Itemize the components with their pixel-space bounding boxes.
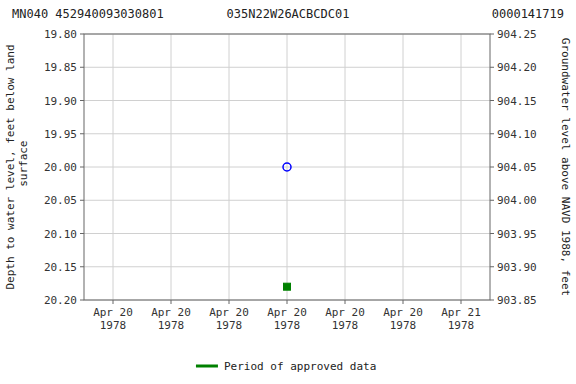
tick-label: 904.25 bbox=[497, 28, 537, 41]
data-point bbox=[284, 283, 291, 290]
text-line: surface bbox=[17, 141, 30, 194]
axis-label: Groundwater level above NAVD 1988, feet bbox=[559, 38, 572, 296]
tick bbox=[80, 100, 84, 101]
legend-label: Period of approved data bbox=[224, 360, 376, 373]
tick bbox=[80, 133, 84, 134]
data-point bbox=[283, 163, 291, 171]
legend: Period of approved data bbox=[196, 360, 376, 373]
tick-label: 20.10 bbox=[44, 228, 77, 241]
tick-label: Apr 201978 bbox=[267, 306, 307, 332]
grid bbox=[84, 34, 490, 300]
tick-label: 19.85 bbox=[44, 61, 77, 74]
text-line: 1978 bbox=[158, 319, 185, 332]
y-axis: 19.80 19.85 19.90 19.95 20.00 20.05 20.10 20.15… bbox=[44, 28, 84, 307]
series bbox=[284, 283, 291, 290]
x-axis: Apr 201978Apr 201978Apr 201978Apr 201978… bbox=[93, 300, 481, 332]
tick-label: 904.05 bbox=[497, 161, 537, 174]
plot-frame bbox=[84, 34, 490, 300]
tick bbox=[490, 233, 494, 234]
tick bbox=[490, 266, 494, 267]
tick-label: Apr 201978 bbox=[151, 306, 191, 332]
text-line: Apr 20 bbox=[325, 306, 365, 319]
tick-label: 19.80 bbox=[44, 28, 77, 41]
tick bbox=[229, 300, 230, 304]
plot-area bbox=[84, 34, 490, 300]
annotation: MN040 452940093030801 bbox=[12, 7, 164, 21]
tick bbox=[80, 34, 84, 35]
tick-label: 904.20 bbox=[497, 61, 537, 74]
tick bbox=[490, 100, 494, 101]
tick bbox=[80, 300, 84, 301]
text-line: 1978 bbox=[216, 319, 243, 332]
y2-axis: 904.25 904.20 904.15 904.10 904.05 904.00 903.… bbox=[490, 28, 537, 307]
tick bbox=[490, 300, 494, 301]
text-line: Apr 20 bbox=[267, 306, 307, 319]
text-line: 1978 bbox=[100, 319, 127, 332]
tick bbox=[80, 233, 84, 234]
tick bbox=[490, 167, 494, 168]
text-line: 1978 bbox=[274, 319, 301, 332]
tick-label: Apr 211978 bbox=[441, 306, 481, 332]
tick-label: 903.90 bbox=[497, 261, 537, 274]
text-line: 1978 bbox=[448, 319, 475, 332]
tick bbox=[80, 200, 84, 201]
text-line: Apr 20 bbox=[383, 306, 423, 319]
tick-label: 903.85 bbox=[497, 294, 537, 307]
tick-label: Apr 201978 bbox=[209, 306, 249, 332]
tick-label: 903.95 bbox=[497, 228, 537, 241]
text-line: 1978 bbox=[332, 319, 359, 332]
text-line: Apr 20 bbox=[93, 306, 133, 319]
tick bbox=[80, 67, 84, 68]
text-line: Depth to water level, feet below land bbox=[4, 44, 17, 289]
text-line: Apr 21 bbox=[441, 306, 481, 319]
text-line: 1978 bbox=[390, 319, 417, 332]
tick-label: 904.15 bbox=[497, 95, 537, 108]
tick bbox=[345, 300, 346, 304]
tick bbox=[80, 266, 84, 267]
tick-label: Apr 201978 bbox=[325, 306, 365, 332]
tick-label: 20.15 bbox=[44, 261, 77, 274]
tick-label: Apr 201978 bbox=[383, 306, 423, 332]
text-line: Apr 20 bbox=[151, 306, 191, 319]
marks bbox=[283, 163, 291, 290]
axis-label: Depth to water level, feet below land su… bbox=[4, 44, 30, 289]
tick bbox=[490, 34, 494, 35]
series bbox=[283, 163, 291, 171]
text-line: Apr 20 bbox=[209, 306, 249, 319]
chart: 035N22W26ACBCDC01 MN040 452940093030801 00… bbox=[0, 0, 576, 384]
tick-label: 19.90 bbox=[44, 95, 77, 108]
tick bbox=[490, 200, 494, 201]
tick-label: Apr 201978 bbox=[93, 306, 133, 332]
tick bbox=[80, 167, 84, 168]
grid-line bbox=[403, 34, 404, 300]
tick bbox=[461, 300, 462, 304]
tick-label: 904.10 bbox=[497, 128, 537, 141]
annotation: 0000141719 bbox=[492, 7, 564, 21]
grid-line bbox=[113, 34, 114, 300]
title: 035N22W26ACBCDC01 bbox=[227, 7, 350, 21]
grid-line bbox=[287, 34, 288, 300]
tick-label: 19.95 bbox=[44, 128, 77, 141]
tick-label: 20.05 bbox=[44, 194, 77, 207]
tick bbox=[490, 133, 494, 134]
grid-line bbox=[345, 34, 346, 300]
grid-line bbox=[229, 34, 230, 300]
tick bbox=[403, 300, 404, 304]
tick bbox=[171, 300, 172, 304]
tick-label: 20.20 bbox=[44, 294, 77, 307]
tick-label: 904.00 bbox=[497, 194, 537, 207]
tick-label: 20.00 bbox=[44, 161, 77, 174]
grid-line bbox=[461, 34, 462, 300]
tick bbox=[113, 300, 114, 304]
tick bbox=[287, 300, 288, 304]
tick bbox=[490, 67, 494, 68]
legend-swatch bbox=[196, 365, 218, 368]
grid-line bbox=[171, 34, 172, 300]
